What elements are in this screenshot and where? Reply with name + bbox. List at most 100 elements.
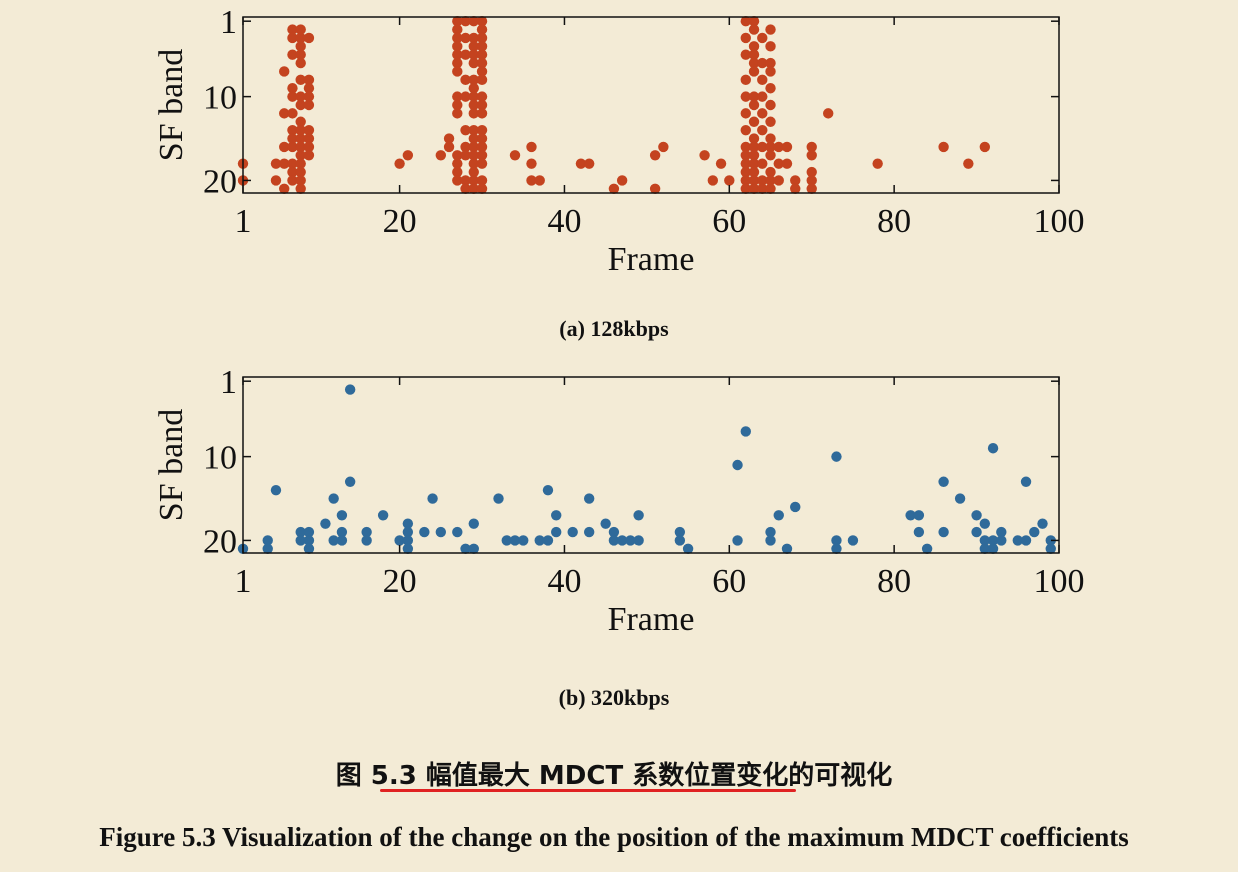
data-point [476,124,488,136]
x-tick-label: 40 [547,203,581,240]
data-point [476,108,488,119]
plot-frame [242,376,1060,554]
data-point [303,32,315,44]
data-point [551,510,562,521]
data-point [476,158,488,169]
data-point [600,518,611,529]
data-point [872,158,883,169]
data-point [740,426,751,437]
data-point [476,91,488,102]
data-point [740,91,751,102]
data-point [452,150,463,161]
y-tick-label: 1 [220,4,237,41]
data-point [468,183,479,195]
y-tick-label: 10 [203,80,237,117]
data-point [295,183,306,195]
data-point [476,41,488,52]
data-point [608,526,620,538]
data-point [715,158,727,169]
data-point [1012,535,1023,546]
figure-caption-english: Figure 5.3 Visualization of the change o… [99,822,1129,852]
data-point [468,74,479,86]
data-point [262,535,273,546]
data-point [748,49,760,60]
data-point [303,535,315,546]
data-point [616,175,628,186]
data-point [757,158,768,169]
data-point [287,166,298,178]
data-point [419,526,430,538]
data-point [806,183,817,195]
data-point [773,175,784,186]
x-tick-label: 60 [712,203,746,240]
data-point [526,158,537,169]
data-point [295,91,306,102]
data-point [435,526,447,538]
data-point [608,535,620,546]
data-point [757,124,768,136]
x-tick-labels: 1 20 40 60 80 100 [235,563,1085,600]
data-point [748,183,760,195]
data-point [460,49,471,60]
data-point [468,133,479,144]
data-point [344,384,356,395]
data-point [452,108,463,119]
data-point [287,175,298,186]
data-point [468,158,479,169]
data-point [748,15,760,27]
data-point [452,158,463,169]
data-point [344,476,356,487]
data-point [765,57,776,69]
y-tick-label: 20 [203,523,237,560]
data-point [757,57,768,69]
data-point [658,141,669,153]
data-point [287,158,298,169]
data-point [402,526,414,538]
data-point [773,510,784,521]
data-point [452,41,463,52]
data-point [781,543,793,555]
data-point [402,150,414,161]
data-point [740,15,751,27]
data-point [295,141,306,153]
data-point [443,133,455,144]
data-point [831,535,842,546]
data-point [1029,526,1040,538]
data-point [509,535,521,546]
data-point [295,41,306,52]
series-points [237,15,991,195]
data-point [1020,476,1032,487]
data-point [460,15,471,27]
data-point [460,124,471,136]
data-point [534,535,545,546]
data-point [765,535,776,546]
data-point [303,141,315,153]
data-point [534,175,545,186]
data-point [765,526,776,538]
data-point [295,116,306,127]
data-point [476,133,488,144]
data-point [987,535,999,546]
data-point [633,535,644,546]
data-point [402,518,414,529]
data-point [460,175,471,186]
data-point [476,49,488,60]
data-point [765,116,776,127]
data-point [740,124,751,136]
data-point [938,141,949,153]
data-point [979,535,991,546]
data-point [394,158,405,169]
data-point [748,24,760,35]
data-point [633,510,644,521]
data-point [748,116,760,127]
data-point [460,183,471,195]
data-point [468,32,479,44]
data-point [913,526,925,538]
data-point [287,108,298,119]
subplot-caption-a: (a) 128kbps [559,316,669,341]
data-point [468,150,479,161]
data-point [295,166,306,178]
x-tick-label: 40 [547,563,581,600]
data-point [682,543,694,555]
x-tick-label: 80 [877,203,911,240]
